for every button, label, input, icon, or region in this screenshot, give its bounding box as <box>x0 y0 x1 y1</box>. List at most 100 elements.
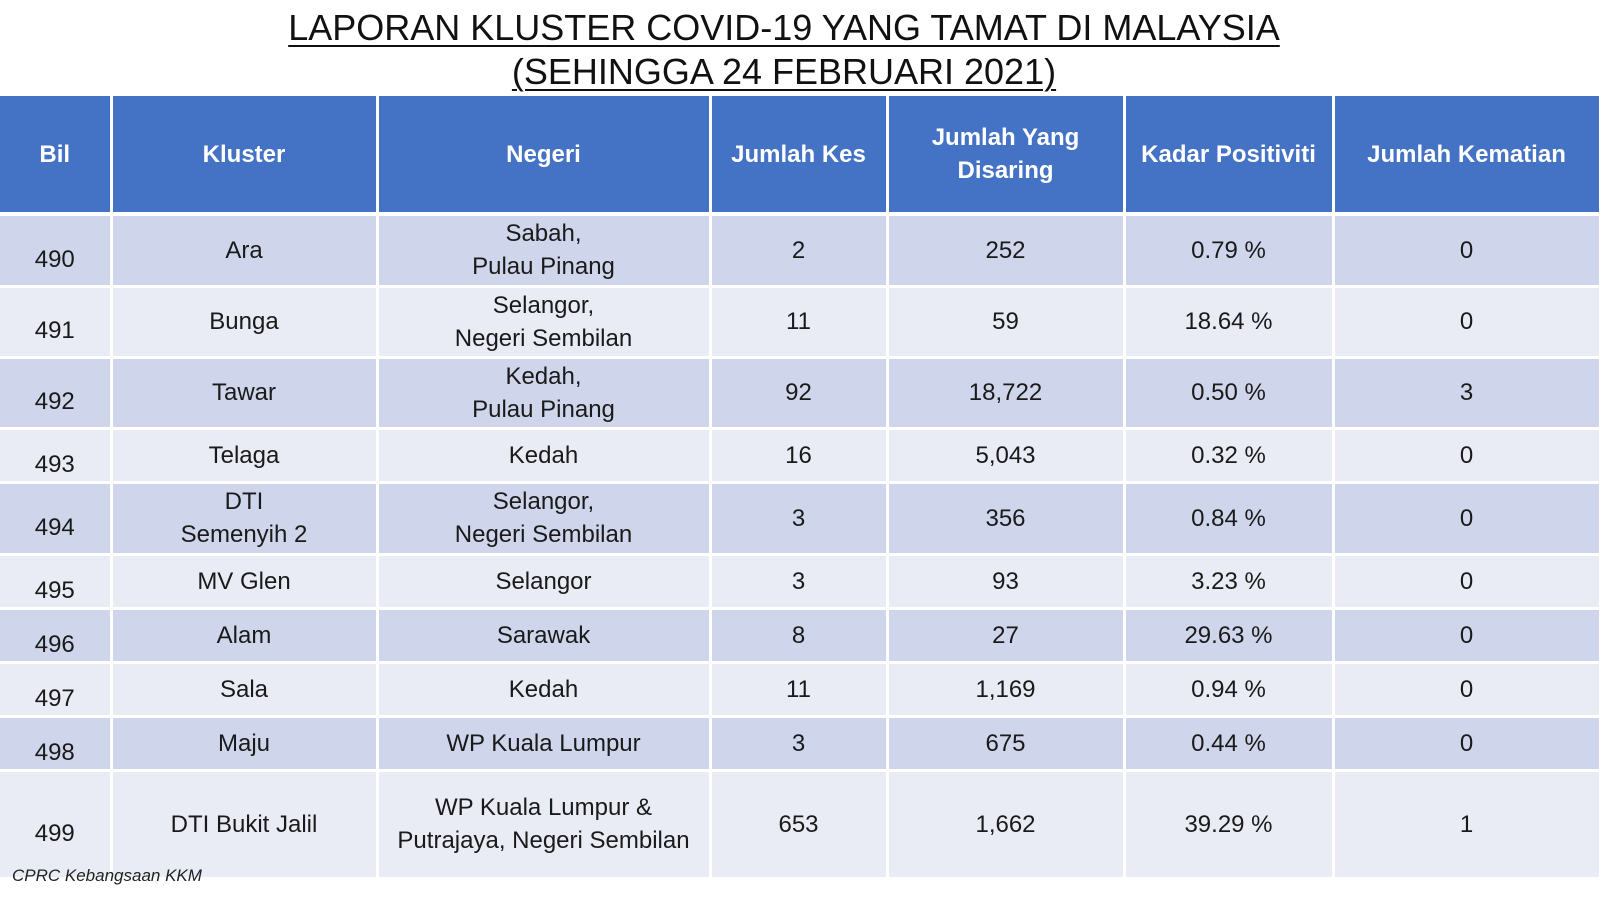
cell-bil: 493 <box>0 428 113 484</box>
cell-jumlah-disaring: 18,722 <box>887 357 1126 430</box>
cell-jumlah-kematian: 3 <box>1333 357 1600 430</box>
cell-jumlah-kematian: 0 <box>1333 482 1600 556</box>
cell-jumlah-kematian: 0 <box>1333 662 1600 718</box>
header-jumlah-disaring: Jumlah Yang Disaring <box>887 96 1126 216</box>
table-row: 492 Tawar Kedah, Pulau Pinang 92 18,722 0.50 %… <box>0 357 1600 430</box>
cell-kluster-line: Semenyih 2 <box>180 521 308 548</box>
cell-bil: 492 <box>0 357 113 430</box>
cell-kluster: Maju <box>111 716 379 772</box>
cell-jumlah-kes: 3 <box>710 716 889 772</box>
cell-jumlah-disaring: 93 <box>887 554 1126 610</box>
cell-kadar-positiviti: 29.63 % <box>1124 608 1335 664</box>
cell-negeri-line: WP Kuala Lumpur <box>446 729 641 757</box>
table-row: 494 DTI Semenyih 2 Selangor, Negeri Sembilan… <box>0 482 1600 556</box>
cell-jumlah-kes: 92 <box>710 357 889 430</box>
cell-kluster-line: Maju <box>217 729 271 757</box>
cell-kluster-line: Telaga <box>208 441 280 469</box>
cell-kluster-line: DTI <box>224 488 264 515</box>
cell-negeri: Kedah <box>377 428 712 484</box>
table-body: 490 Ara Sabah, Pulau Pinang 2 252 0.79 % 0 491 Bu… <box>0 214 1600 880</box>
table-row: 498 Maju WP Kuala Lumpur 3 675 0.44 % 0 <box>0 716 1600 772</box>
cell-negeri: WP Kuala Lumpur <box>377 716 712 772</box>
cell-jumlah-disaring: 59 <box>887 286 1126 359</box>
cell-kadar-positiviti: 0.32 % <box>1124 428 1335 484</box>
cell-bil: 490 <box>0 214 113 288</box>
cell-kluster: DTI Bukit Jalil <box>111 770 379 880</box>
cell-negeri-line: Negeri Sembilan <box>454 324 633 352</box>
cell-kluster-line: DTI Bukit Jalil <box>170 810 318 838</box>
cell-kadar-positiviti: 0.44 % <box>1124 716 1335 772</box>
cell-kluster-line: Tawar <box>211 379 277 406</box>
header-jumlah-kematian: Jumlah Kematian <box>1333 96 1600 216</box>
cell-jumlah-disaring: 5,043 <box>887 428 1126 484</box>
cell-jumlah-disaring: 1,662 <box>887 770 1126 880</box>
cell-kluster: Bunga <box>111 286 379 359</box>
cell-kluster: Sala <box>111 662 379 718</box>
table-row: 495 MV Glen Selangor 3 93 3.23 % 0 <box>0 554 1600 610</box>
cell-negeri: Selangor, Negeri Sembilan <box>377 482 712 556</box>
cell-negeri: Sarawak <box>377 608 712 664</box>
cell-negeri-line: Kedah, <box>505 362 582 390</box>
cell-kluster: Telaga <box>111 428 379 484</box>
header-jumlah-kes: Jumlah Kes <box>710 96 889 216</box>
cell-kluster-line: Ara <box>225 236 263 264</box>
cell-kluster-line: Sala <box>219 675 269 703</box>
cell-kluster: MV Glen <box>111 554 379 610</box>
cell-kadar-positiviti: 0.79 % <box>1124 214 1335 288</box>
cell-bil: 494 <box>0 482 113 556</box>
cell-kadar-positiviti: 39.29 % <box>1124 770 1335 880</box>
cell-jumlah-kematian: 0 <box>1333 214 1600 288</box>
cell-kadar-positiviti: 18.64 % <box>1124 286 1335 359</box>
cell-bil: 498 <box>0 716 113 772</box>
header-kadar-positiviti: Kadar Positiviti <box>1124 96 1335 216</box>
source-footer: CPRC Kebangsaan KKM <box>12 866 202 885</box>
cell-jumlah-kematian: 0 <box>1333 716 1600 772</box>
cluster-table: Bil Kluster Negeri Jumlah Kes Jumlah Yan… <box>0 96 1600 880</box>
header-negeri: Negeri <box>377 96 712 216</box>
cell-kluster-line: Alam <box>216 621 272 649</box>
cell-jumlah-disaring: 1,169 <box>887 662 1126 718</box>
cell-negeri-line: Selangor, <box>492 291 595 319</box>
title-line-2: (SEHINGGA 24 FEBRUARI 2021) <box>511 51 1057 92</box>
cell-kadar-positiviti: 0.50 % <box>1124 357 1335 430</box>
cell-negeri-line: Kedah <box>508 675 579 703</box>
cell-jumlah-disaring: 356 <box>887 482 1126 556</box>
cell-jumlah-kes: 3 <box>710 482 889 556</box>
cell-jumlah-kes: 11 <box>710 286 889 359</box>
cell-jumlah-kes: 8 <box>710 608 889 664</box>
cell-bil: 491 <box>0 286 113 359</box>
cell-negeri-line: Selangor <box>495 567 592 595</box>
cell-bil: 497 <box>0 662 113 718</box>
header-kluster: Kluster <box>111 96 379 216</box>
cell-kadar-positiviti: 3.23 % <box>1124 554 1335 610</box>
cell-jumlah-kematian: 0 <box>1333 608 1600 664</box>
cell-jumlah-disaring: 252 <box>887 214 1126 288</box>
cell-kluster: DTI Semenyih 2 <box>111 482 379 556</box>
cell-jumlah-kes: 16 <box>710 428 889 484</box>
cell-negeri-line: Putrajaya, Negeri Sembilan <box>397 827 690 854</box>
table-row: 497 Sala Kedah 11 1,169 0.94 % 0 <box>0 662 1600 718</box>
cell-jumlah-disaring: 675 <box>887 716 1126 772</box>
cell-kluster: Alam <box>111 608 379 664</box>
cell-bil: 499 <box>0 770 113 880</box>
table-row: 499 DTI Bukit Jalil WP Kuala Lumpur & Putra… <box>0 770 1600 880</box>
header-bil: Bil <box>0 96 113 216</box>
cell-negeri-line: Sabah, <box>505 220 582 248</box>
cell-negeri: Selangor, Negeri Sembilan <box>377 286 712 359</box>
cell-negeri-line: Pulau Pinang <box>472 253 615 281</box>
table-row: 490 Ara Sabah, Pulau Pinang 2 252 0.79 % 0 <box>0 214 1600 288</box>
cell-kluster-line: Bunga <box>209 308 279 335</box>
cell-jumlah-kematian: 0 <box>1333 428 1600 484</box>
cell-jumlah-kematian: 1 <box>1333 770 1600 880</box>
cell-jumlah-kes: 3 <box>710 554 889 610</box>
cell-negeri: WP Kuala Lumpur & Putrajaya, Negeri Sembi… <box>377 770 712 880</box>
cell-jumlah-kes: 11 <box>710 662 889 718</box>
title-line-1: LAPORAN KLUSTER COVID-19 YANG TAMAT DI M… <box>288 7 1280 48</box>
report-title: LAPORAN KLUSTER COVID-19 YANG TAMAT DI M… <box>0 6 1568 94</box>
cell-negeri: Kedah <box>377 662 712 718</box>
cell-jumlah-kematian: 0 <box>1333 554 1600 610</box>
cell-negeri-line: Negeri Sembilan <box>454 521 633 548</box>
cell-jumlah-kes: 653 <box>710 770 889 880</box>
cell-kluster-line: MV Glen <box>197 567 291 595</box>
cell-kadar-positiviti: 0.84 % <box>1124 482 1335 556</box>
